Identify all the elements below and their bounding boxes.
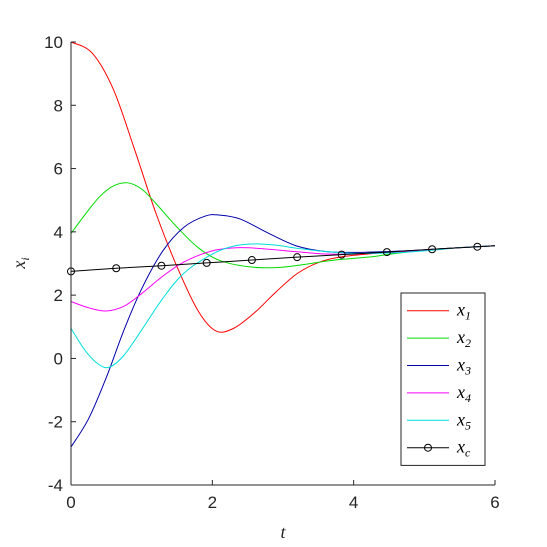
y-tick-label: -2 (48, 413, 63, 432)
y-tick-label: 4 (54, 223, 63, 242)
y-axis-label: xi (9, 257, 32, 269)
legend-marker-xc (424, 443, 432, 452)
legend-label-x3: x3 (456, 355, 471, 378)
axes-layer (70, 42, 495, 486)
x-tick-label: 0 (66, 493, 75, 512)
series-layer (67, 41, 496, 448)
series-line-x5 (70, 243, 496, 369)
ticks-layer: 0 2 4 6 -4 -2 0 2 4 6 8 10 (44, 33, 500, 512)
legend: x1 x2 x3 x4 x5 xc (400, 292, 486, 466)
series-marker-xc (112, 264, 121, 273)
series-marker-xc (293, 253, 302, 262)
series-marker-xc (247, 256, 256, 265)
series-marker-xc (157, 261, 166, 270)
y-tick-label: 10 (44, 33, 63, 52)
y-axis-label-sub: i (18, 257, 32, 260)
y-tick-label: 2 (54, 286, 63, 305)
legend-label-x2: x2 (456, 327, 471, 350)
legend-box (400, 292, 486, 466)
series-line-xc (70, 245, 496, 272)
series-line-x4 (70, 245, 496, 312)
y-tick-label: 6 (54, 160, 63, 179)
y-tick-label: -4 (48, 476, 63, 495)
series-marker-xc (202, 258, 211, 267)
series-marker-xc (382, 248, 391, 257)
legend-label-x1: x1 (456, 300, 471, 323)
x-tick-label: 2 (208, 493, 217, 512)
x-tick-label: 4 (349, 493, 358, 512)
series-marker-xc (337, 250, 346, 259)
series-marker-xc (428, 245, 437, 254)
y-axis-label-main: x (9, 261, 29, 270)
legend-label-xc: xc (456, 437, 471, 460)
x-tick-label: 6 (490, 493, 499, 512)
legend-label-x5: x5 (456, 409, 471, 432)
y-tick-label: 0 (54, 349, 63, 368)
series-line-x2 (70, 182, 496, 269)
series-marker-xc (473, 242, 482, 251)
legend-label-x4: x4 (456, 382, 471, 405)
y-tick-label: 8 (54, 96, 63, 115)
x-axis-label: t (280, 522, 286, 542)
